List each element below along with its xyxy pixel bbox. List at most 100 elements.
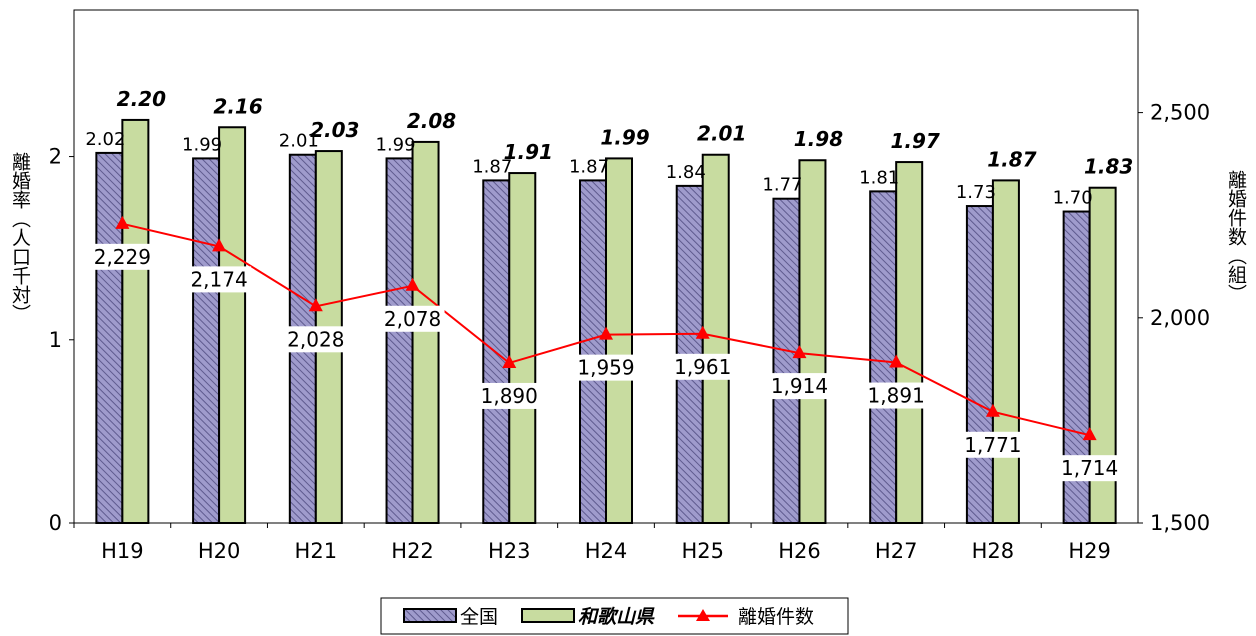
label-box-count-H20	[187, 266, 252, 293]
legend-swatch-national	[403, 608, 457, 623]
bar-national-H26	[772, 197, 801, 524]
label-box-count-H26	[767, 373, 832, 400]
label-national-H29: 1.70	[1053, 188, 1093, 209]
bar-wakayama-H26	[798, 159, 827, 524]
legend-label-wakayama: 和歌山県	[578, 606, 655, 628]
bar-wakayama-H28	[991, 179, 1020, 524]
legend-swatch-count-marker	[696, 609, 710, 621]
y-right-tick-0: 1,500	[1150, 511, 1210, 535]
bar-national-H22	[385, 157, 414, 524]
marker-divorce-count-H29	[1082, 427, 1097, 441]
x-tick-H22: H22	[391, 539, 434, 563]
bar-wakayama-H19	[121, 118, 150, 525]
label-wakayama-H22: 2.08	[407, 109, 456, 133]
x-tick-H23: H23	[488, 539, 531, 563]
bar-national-H27	[869, 190, 898, 524]
bar-wakayama-H22	[411, 140, 440, 525]
label-count-H29: 1,714	[1061, 456, 1118, 480]
label-box-count-H29	[1057, 455, 1122, 482]
label-box-count-H25	[670, 353, 735, 380]
bar-national-H20	[192, 157, 221, 524]
label-national-H25: 1.84	[666, 162, 706, 183]
x-tick-H28: H28	[972, 539, 1015, 563]
x-tick-H24: H24	[585, 539, 628, 563]
label-box-count-H19	[90, 243, 155, 270]
label-count-H27: 1,891	[868, 384, 925, 408]
line-layer	[115, 215, 1097, 441]
y-left-axis-title: 離婚率（人口千対）	[9, 152, 31, 323]
bar-national-H24	[579, 179, 607, 524]
bar-wakayama-H20	[218, 126, 247, 524]
legend-box	[380, 597, 849, 635]
label-box-count-H21	[283, 326, 348, 353]
label-box-count-H24	[574, 354, 638, 381]
x-tick-H21: H21	[295, 539, 338, 563]
marker-divorce-count-H24	[599, 326, 613, 340]
bar-national-H28	[965, 205, 994, 525]
marker-divorce-count-H28	[985, 403, 1000, 417]
x-tick-H27: H27	[875, 539, 918, 563]
label-wakayama-H28: 1.87	[987, 147, 1036, 171]
label-wakayama-H23: 1.91	[504, 140, 553, 164]
label-count-H26: 1,914	[771, 374, 828, 398]
x-tick-H25: H25	[681, 539, 724, 563]
label-national-H23: 1.87	[472, 156, 512, 177]
label-national-H22: 1.99	[376, 134, 416, 155]
label-national-H21: 2.01	[279, 131, 319, 152]
tick-layer: H19 H20 H21 H22 H23 H24 H25 H26 H27 H28 H29 0 1 2 1,50…	[49, 101, 1211, 563]
label-wakayama-H26: 1.98	[794, 127, 843, 151]
label-count-H24: 1,959	[577, 356, 634, 380]
y-left-tick-2: 2	[49, 145, 62, 169]
label-national-H20: 1.99	[182, 134, 222, 155]
label-box-count-H28	[960, 431, 1025, 458]
label-count-H22: 2,078	[384, 307, 441, 331]
x-tick-H20: H20	[198, 539, 241, 563]
label-wakayama-H24: 1.99	[600, 125, 649, 149]
y-left-tick-1: 1	[49, 328, 62, 352]
label-wakayama-H19: 2.20	[117, 87, 166, 111]
label-wakayama-H21: 2.03	[310, 118, 359, 142]
label-national-H26: 1.77	[762, 175, 802, 196]
label-national-H19: 2.02	[85, 129, 125, 150]
bar-wakayama-H27	[895, 161, 924, 524]
legend-label-count: 離婚件数	[738, 606, 814, 628]
y-right-tick-2: 2,500	[1150, 101, 1210, 125]
bar-layer	[95, 118, 1117, 525]
label-count-H28: 1,771	[964, 433, 1021, 457]
x-tick-H19: H19	[101, 539, 144, 563]
label-box-count-H27	[864, 382, 929, 409]
label-count-H20: 2,174	[190, 267, 247, 291]
marker-divorce-count-H22	[405, 277, 420, 291]
label-layer: 2.022.201.992.162.012.031.992.081.871.91…	[85, 87, 1133, 482]
legend-label-national: 全国	[460, 606, 498, 628]
legend-swatch-wakayama	[521, 608, 575, 623]
marker-divorce-count-H25	[695, 325, 710, 339]
marker-divorce-count-H23	[502, 354, 517, 368]
label-box-count-H23	[477, 382, 542, 409]
y-right-tick-1: 2,000	[1150, 306, 1210, 330]
marker-divorce-count-H19	[115, 215, 130, 229]
marker-divorce-count-H21	[308, 298, 323, 312]
x-tick-H26: H26	[778, 539, 821, 563]
marker-divorce-count-H26	[792, 345, 807, 359]
label-wakayama-H27: 1.97	[891, 129, 940, 153]
label-national-H27: 1.81	[859, 167, 899, 188]
label-national-H28: 1.73	[956, 182, 996, 203]
bar-national-H19	[95, 151, 124, 525]
label-wakayama-H29: 1.83	[1084, 155, 1133, 179]
label-national-H24: 1.87	[569, 156, 609, 177]
label-wakayama-H25: 2.01	[697, 122, 746, 146]
label-count-H23: 1,890	[481, 384, 538, 408]
label-box-count-H22	[380, 305, 445, 332]
marker-divorce-count-H20	[212, 238, 227, 252]
label-count-H25: 1,961	[674, 355, 731, 379]
label-count-H21: 2,028	[287, 327, 344, 351]
label-count-H19: 2,229	[94, 245, 151, 269]
legend: 全国 和歌山県 離婚件数	[380, 597, 849, 635]
y-left-tick-0: 0	[49, 511, 62, 535]
x-tick-H29: H29	[1068, 539, 1111, 563]
bar-wakayama-H23	[508, 172, 537, 525]
marker-divorce-count-H27	[889, 354, 904, 368]
bar-wakayama-H24	[605, 157, 633, 524]
